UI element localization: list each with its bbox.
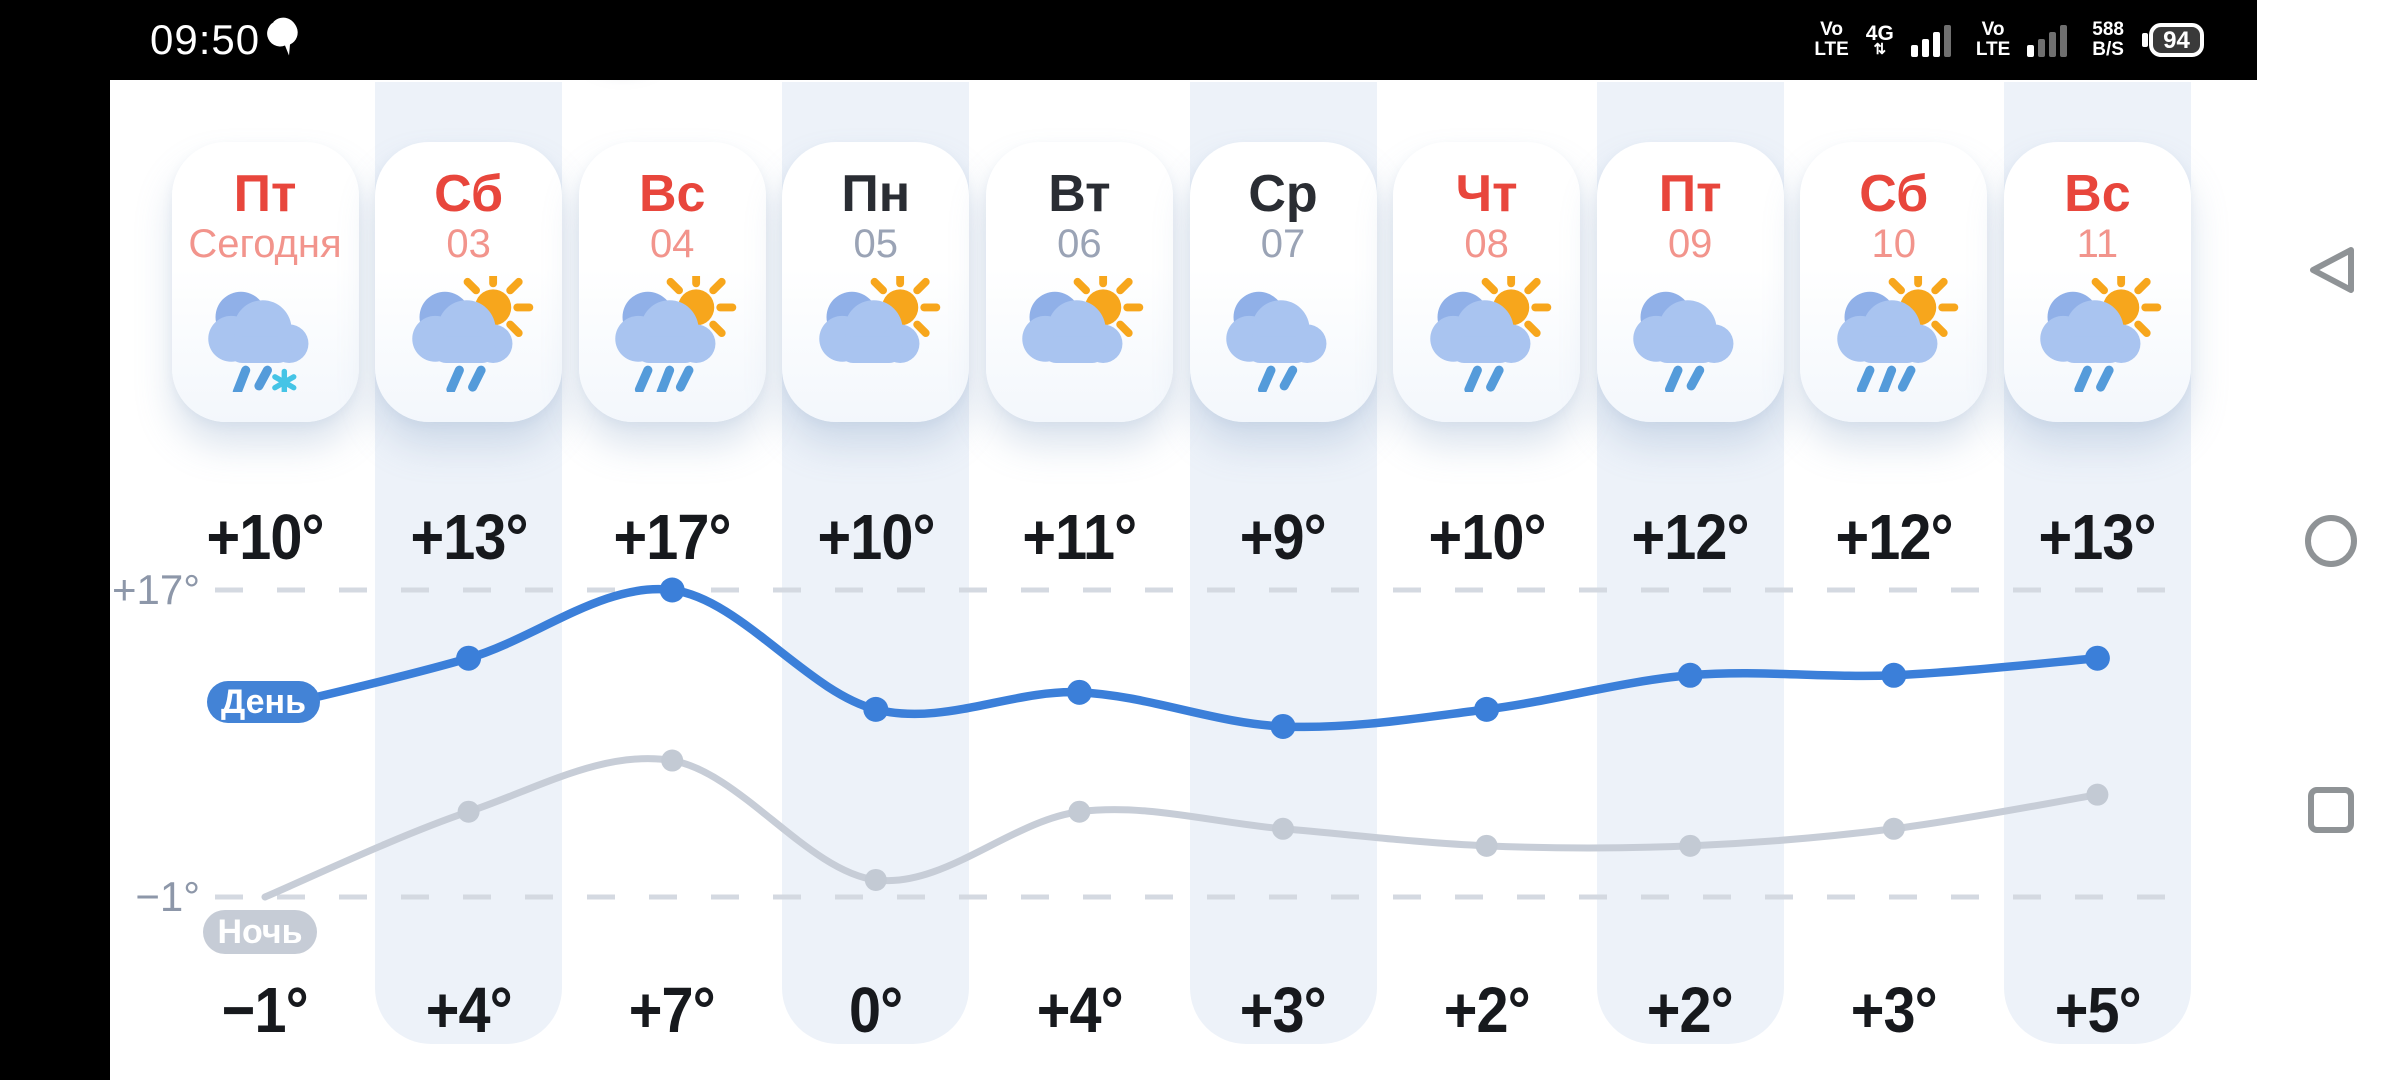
day-temperature: +13° <box>2038 501 2157 573</box>
day-date: 05 <box>853 222 899 266</box>
day-date: 10 <box>1871 222 1917 266</box>
day-date: 09 <box>1667 222 1713 266</box>
cloud-rain-2-icon <box>1633 291 1734 392</box>
day-card-11[interactable]: Вс 11 <box>2003 142 2191 422</box>
network-speed: 588 B/S <box>2092 19 2124 60</box>
day-temperature: +10° <box>1428 501 1546 573</box>
day-card-05[interactable]: Пн 05 <box>782 142 970 422</box>
axis-label-max: +17° <box>111 566 200 613</box>
sun-cloud-rain-3-icon <box>1837 276 1959 392</box>
sun-cloud-rain-2-icon <box>2040 276 2162 392</box>
day-card-03[interactable]: Сб 03 <box>375 142 563 422</box>
night-temperature: +7° <box>629 974 716 1046</box>
night-temperature: +2° <box>1647 974 1734 1046</box>
day-date: Сегодня <box>188 222 342 266</box>
chat-bubble-icon <box>262 17 302 64</box>
legend-night-badge: Ночь <box>203 910 317 954</box>
day-name: Вс <box>638 165 706 223</box>
status-time: 09:50 <box>150 16 261 63</box>
day-card-06[interactable]: Вт 06 <box>985 142 1173 422</box>
day-date: 03 <box>446 222 491 266</box>
night-temperature: 0° <box>849 974 903 1046</box>
status-icons: Vo LTE 4G ⇅ Vo LTE 588 B/S <box>1814 20 2205 60</box>
night-temperature: +4° <box>425 974 513 1046</box>
day-temperature: +10° <box>817 501 935 573</box>
nav-recents-icon[interactable] <box>2307 786 2355 834</box>
day-name: Чт <box>1455 165 1518 223</box>
nav-back-icon[interactable] <box>2306 246 2354 294</box>
day-name: Сб <box>434 165 504 223</box>
day-date: 04 <box>649 222 695 266</box>
day-card-04[interactable]: Вс 04 <box>578 142 766 422</box>
day-temperature: +10° <box>206 501 324 573</box>
day-card-07[interactable]: Ср 07 <box>1189 142 1377 422</box>
night-temperature: +5° <box>2054 974 2141 1046</box>
day-temperature: +11° <box>1022 501 1137 573</box>
axis-label-min: −1° <box>135 873 200 920</box>
day-name: Сб <box>1859 165 1929 223</box>
day-card-сегодня[interactable]: Пт Сегодня <box>171 142 359 422</box>
night-temperature: −1° <box>221 974 309 1046</box>
android-nav-rail <box>2257 0 2400 1080</box>
night-temperature: +3° <box>1850 974 1938 1046</box>
sim1-network-type: 4G ⇅ <box>1865 21 1894 58</box>
night-temperature: +2° <box>1443 974 1531 1046</box>
sun-cloud-rain-2-icon <box>1429 276 1551 392</box>
sim1-volte-label: Vo LTE <box>1814 19 1849 60</box>
svg-text:94: 94 <box>2163 27 2190 54</box>
nav-home-icon[interactable] <box>2304 514 2358 568</box>
day-temperature: +12° <box>1835 501 1953 573</box>
day-card-09[interactable]: Пт 09 <box>1596 142 1784 422</box>
day-date: 11 <box>2076 222 2119 266</box>
sun-cloud-icon <box>819 276 941 363</box>
day-temperature: +12° <box>1631 501 1750 573</box>
sim2-volte-label: Vo LTE <box>1975 19 2011 60</box>
day-name: Пт <box>1658 165 1722 223</box>
status-bar: 09:50 Vo LTE 4G ⇅ Vo LTE <box>0 0 2257 80</box>
cloud-rain-2-icon <box>1226 291 1327 392</box>
sun-cloud-rain-3-icon <box>615 276 737 392</box>
sim1-signal-icon <box>1910 25 1951 57</box>
sun-cloud-rain-2-icon <box>411 276 533 392</box>
day-name: Вт <box>1048 165 1111 223</box>
sim2-signal-icon <box>2027 25 2068 57</box>
day-date: 07 <box>1260 222 1306 266</box>
day-name: Пт <box>233 165 297 223</box>
day-name: Ср <box>1248 165 1318 223</box>
day-date: 06 <box>1057 222 1102 266</box>
sun-cloud-icon <box>1022 276 1144 363</box>
cloud-rain-snow-icon <box>208 291 309 392</box>
night-temperature: +3° <box>1239 974 1327 1046</box>
legend-day-badge: День <box>207 681 320 723</box>
day-name: Пн <box>841 165 911 223</box>
day-name: Вс <box>2064 165 2131 223</box>
day-temperature: +17° <box>613 501 732 573</box>
day-temperature: +9° <box>1239 501 1327 573</box>
night-temperature: +4° <box>1036 974 1123 1046</box>
day-temperature: +13° <box>410 501 528 573</box>
battery-icon: 94 <box>2142 23 2204 57</box>
day-card-10[interactable]: Сб 10 <box>1800 142 1988 422</box>
screen-left-letterbox <box>0 0 110 1080</box>
day-date: 08 <box>1464 222 1509 266</box>
day-card-08[interactable]: Чт 08 <box>1393 142 1581 422</box>
